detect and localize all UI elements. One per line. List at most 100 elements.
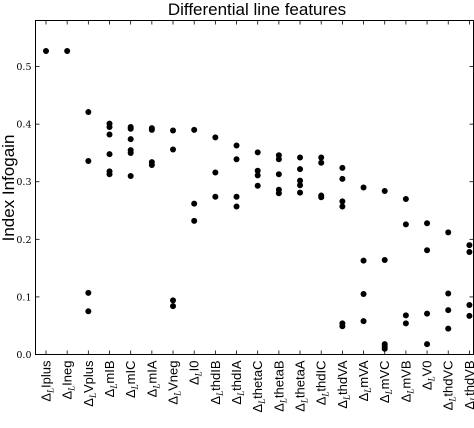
data-point [381, 345, 388, 352]
data-point [212, 193, 219, 200]
data-point [424, 247, 431, 254]
x-tick-label-mic: ΔLmIC [123, 361, 140, 399]
data-point [339, 198, 346, 205]
data-point [148, 162, 155, 169]
data-point [43, 48, 49, 55]
data-point [339, 323, 346, 330]
data-point [360, 184, 367, 191]
data-point [127, 149, 134, 156]
data-point [85, 308, 92, 315]
data-point [233, 193, 240, 200]
data-point [254, 167, 261, 174]
data-point [170, 146, 177, 153]
y-axis-label: Index Infogain [0, 135, 18, 242]
data-point [212, 134, 219, 141]
data-point [360, 318, 367, 325]
data-point [402, 221, 409, 228]
x-tick-label-thdia: ΔLthdIA [229, 360, 246, 404]
x-tick-label-thdvc: ΔLthdVC [441, 361, 458, 411]
data-point [360, 291, 367, 298]
y-tick-label: 0.4 [16, 120, 31, 131]
data-point [381, 187, 388, 194]
x-tick-label-thdvb: ΔLthdVB [462, 361, 474, 410]
x-tick-label-vneg: ΔLVneg [166, 361, 183, 405]
x-tick-label-i0: ΔLI0 [187, 361, 204, 386]
data-point [212, 169, 219, 176]
y-ticks: 0.0 0.1 0.2 0.3 0.4 0.5 [16, 62, 474, 361]
data-point [106, 151, 113, 158]
data-point [233, 142, 240, 149]
data-point [466, 312, 473, 319]
data-point [191, 217, 198, 224]
data-point [106, 131, 113, 138]
data-point [381, 257, 388, 264]
data-point [254, 172, 261, 179]
data-point [233, 156, 240, 163]
data-point [445, 307, 452, 314]
data-point [402, 320, 409, 327]
x-tick-label-thetac: ΔLthetaC [250, 361, 267, 413]
data-point [424, 220, 431, 227]
data-point [445, 229, 452, 236]
data-point [191, 126, 198, 133]
data-point [148, 126, 155, 133]
data-point [318, 159, 325, 166]
x-tick-label-thetaa: ΔLthetaA [293, 360, 310, 412]
data-point [127, 125, 134, 132]
data-point [339, 203, 346, 210]
data-point [106, 171, 113, 178]
data-point [339, 164, 346, 171]
data-point [297, 166, 304, 173]
data-points [43, 48, 473, 352]
plot-frame [35, 20, 474, 355]
data-point [466, 242, 473, 249]
data-point [254, 149, 261, 156]
y-tick-label: 0.3 [16, 177, 31, 188]
data-point [339, 175, 346, 182]
data-point [402, 196, 409, 203]
data-point [275, 190, 282, 197]
x-tick-label-mvb: ΔLmVB [398, 361, 415, 403]
data-point [360, 257, 367, 264]
x-tick-label-v0: ΔLV0 [420, 361, 437, 391]
x-tick-label-iplus: ΔLIplus [39, 360, 56, 402]
data-point [85, 158, 92, 165]
data-point [424, 310, 431, 317]
x-tick-label-thdib: ΔLthdIB [208, 361, 225, 405]
data-point [297, 182, 304, 189]
x-tick-label-mvc: ΔLmVC [377, 361, 394, 404]
data-point [445, 290, 452, 297]
y-tick-label: 0.0 [16, 350, 31, 361]
data-point [85, 109, 92, 116]
y-tick-label: 0.1 [16, 292, 31, 303]
data-point [170, 297, 177, 304]
x-tick-label-thdva: ΔLthdVA [335, 360, 352, 408]
data-point [402, 312, 409, 319]
data-point [297, 177, 304, 184]
x-tick-label-mva: ΔLmVA [356, 360, 373, 401]
data-point [318, 154, 325, 161]
data-point [106, 124, 113, 131]
x-tick-label-ineg: ΔLIneg [60, 361, 77, 400]
x-tick-label-vplus: ΔLVplus [81, 360, 98, 407]
data-point [445, 325, 452, 332]
x-tick-label-mib: ΔLmIB [102, 361, 119, 398]
y-tick-label: 0.5 [16, 62, 31, 73]
data-point [275, 171, 282, 178]
y-tick-label: 0.2 [16, 235, 31, 246]
data-point [297, 189, 304, 196]
data-point [64, 48, 71, 55]
data-point [85, 289, 92, 296]
x-tick-label-mia: ΔLmIA [144, 360, 161, 397]
data-point [233, 203, 240, 210]
data-point [466, 248, 473, 255]
data-point [466, 301, 473, 308]
data-point [254, 182, 261, 189]
data-point [191, 200, 198, 207]
data-point [275, 156, 282, 163]
data-point [318, 194, 325, 201]
chart-title: Differential line features [168, 0, 346, 19]
data-point [170, 303, 177, 310]
